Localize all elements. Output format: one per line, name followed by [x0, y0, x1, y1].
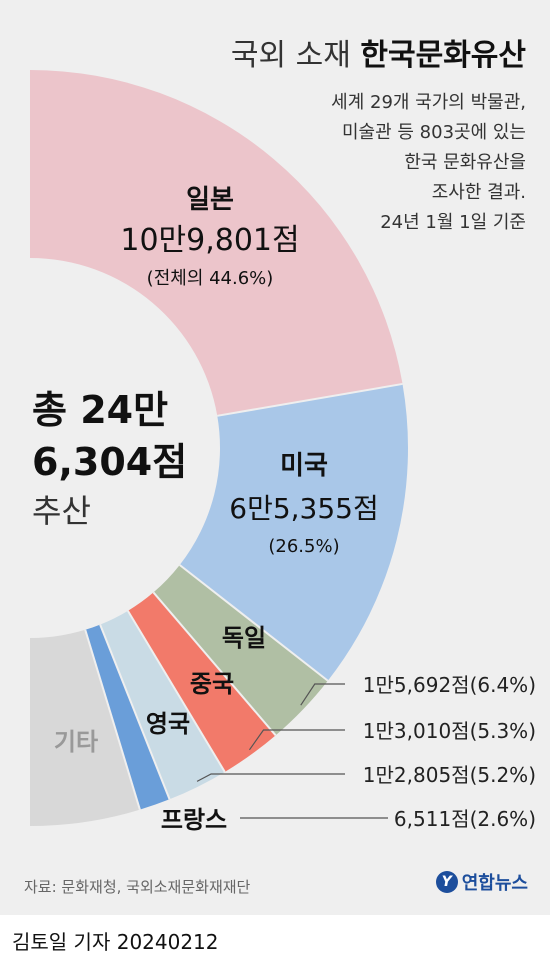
slice-separator [99, 624, 171, 800]
label-name-0: 일본 [186, 185, 234, 215]
note-line-5: 24년 1월 1일 기준 [380, 212, 526, 233]
leader-line-4 [196, 773, 345, 782]
slice-6 [30, 629, 140, 826]
slice-separator [179, 564, 329, 682]
slice-1 [179, 383, 409, 681]
label-name-3: 중국 [190, 670, 234, 698]
slice-separator [84, 629, 141, 810]
label-value-2: 1만5,692점(6.4%) [363, 673, 536, 697]
slice-separator [217, 382, 403, 417]
yonhap-logo-text: 연합뉴스 [461, 873, 528, 894]
yonhap-logo-icon: Y [435, 871, 458, 893]
slice-0 [30, 70, 403, 416]
label-name-5: 프랑스 [161, 806, 227, 834]
source-text: 자료: 문화재청, 국외소재문화재재단 [24, 878, 251, 896]
label-value-4: 1만2,805점(5.2%) [363, 763, 536, 787]
note-line-2: 미술관 등 803곳에 있는 [341, 122, 526, 143]
slice-separator [152, 591, 277, 736]
survey-note: 세계 29개 국가의 박물관, 미술관 등 803곳에 있는 한국 문화유산을 … [331, 88, 526, 238]
label-name-4: 영국 [146, 710, 190, 738]
leader-line-3 [248, 729, 345, 751]
title-bold: 한국문화유산 [360, 38, 526, 73]
note-line-1: 세계 29개 국가의 박물관, [331, 92, 526, 113]
total-line-2: 6,304점 [32, 440, 188, 484]
label-name-2: 독일 [222, 624, 266, 652]
total-line-1: 총 24만 [32, 388, 169, 432]
total-estimate-label: 추산 [32, 492, 91, 530]
note-line-3: 한국 문화유산을 [404, 152, 526, 173]
slice-separator [127, 610, 226, 773]
label-value-0: 10만9,801점 [120, 223, 299, 258]
donut-chart: 일본 10만9,801점 (전체의 44.6%) 미국 6만5,355점 (26.5%) 독… [30, 70, 536, 834]
label-pct-1: (26.5%) [268, 536, 339, 557]
yonhap-logo: Y 연합뉴스 [435, 869, 528, 895]
slice-5 [85, 624, 170, 810]
label-name-6: 기타 [54, 728, 98, 756]
chart-title: 국외 소재 한국문화유산 [231, 30, 526, 74]
label-name-1: 미국 [280, 451, 328, 481]
title-light: 국외 소재 [230, 38, 351, 73]
label-pct-0: (전체의 44.6%) [147, 268, 274, 289]
slice-3 [127, 592, 276, 772]
slice-4 [100, 610, 225, 800]
total-count: 총 24만 6,304점 추산 [32, 384, 187, 534]
label-value-3: 1만3,010점(5.3%) [363, 719, 536, 743]
slice-2 [153, 564, 328, 736]
leader-line-2 [300, 683, 345, 706]
byline: 김토일 기자 20240212 [12, 930, 219, 954]
label-value-5: 6,511점(2.6%) [394, 807, 536, 831]
label-value-1: 6만5,355점 [229, 492, 379, 525]
note-line-4: 조사한 결과. [431, 182, 526, 203]
